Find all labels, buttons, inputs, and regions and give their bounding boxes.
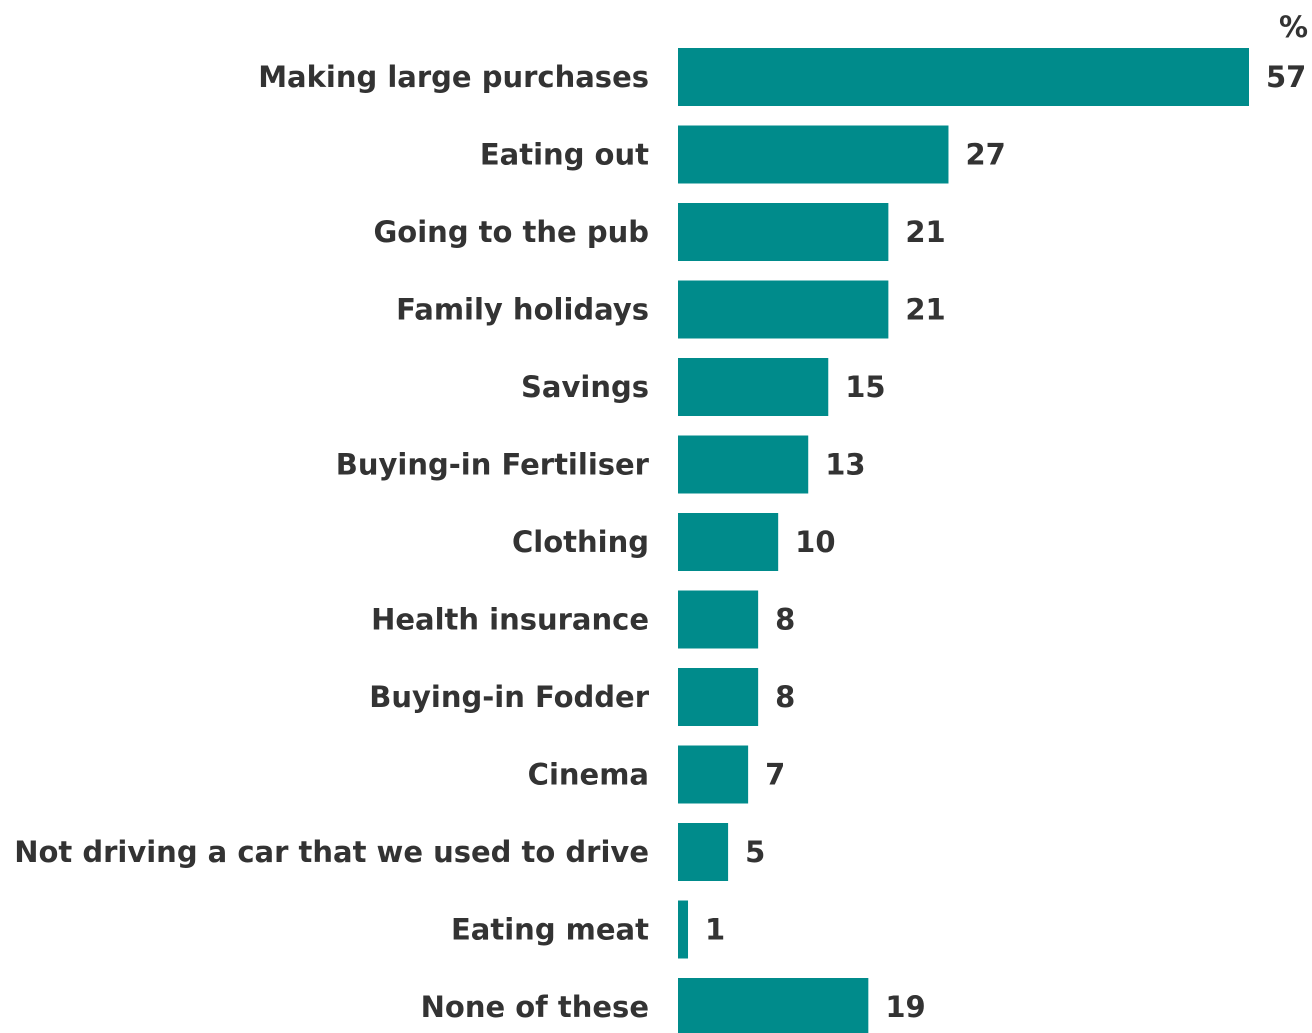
value-label: 7 [765,758,785,792]
category-label: Eating out [480,138,649,172]
value-label: 27 [965,138,1005,172]
bar [678,590,759,649]
category-label: Health insurance [371,603,649,637]
bar [678,203,889,261]
bar [678,358,829,416]
bar [678,48,1249,106]
value-label: 19 [885,990,925,1024]
bar [678,280,889,339]
category-label: Buying-in Fertiliser [336,448,650,482]
value-label: 8 [775,680,795,714]
bar [678,668,759,726]
bar [678,900,689,959]
category-label: Cinema [528,758,649,792]
value-label: 10 [795,525,835,559]
unit-label: % [1279,10,1308,44]
value-label: 21 [905,293,945,327]
bar [678,435,809,494]
bar [678,513,779,571]
value-label: 21 [905,215,945,249]
value-label: 13 [825,448,865,482]
category-label: Clothing [512,525,649,559]
category-label: Buying-in Fodder [369,680,649,714]
category-label: Making large purchases [258,60,649,94]
category-label: Savings [521,370,649,404]
value-label: 8 [775,603,795,637]
bar [678,978,869,1033]
value-label: 1 [705,913,725,947]
category-label: Eating meat [451,913,649,947]
value-label: 5 [745,835,765,869]
bar [678,823,729,881]
category-label: Not driving a car that we used to drive [14,835,649,869]
category-label: None of these [421,990,649,1024]
category-label: Family holidays [396,293,649,327]
value-label: 15 [845,370,885,404]
category-label: Going to the pub [374,215,650,249]
bar [678,125,949,184]
value-label: 57 [1266,60,1306,94]
bar [678,745,749,804]
